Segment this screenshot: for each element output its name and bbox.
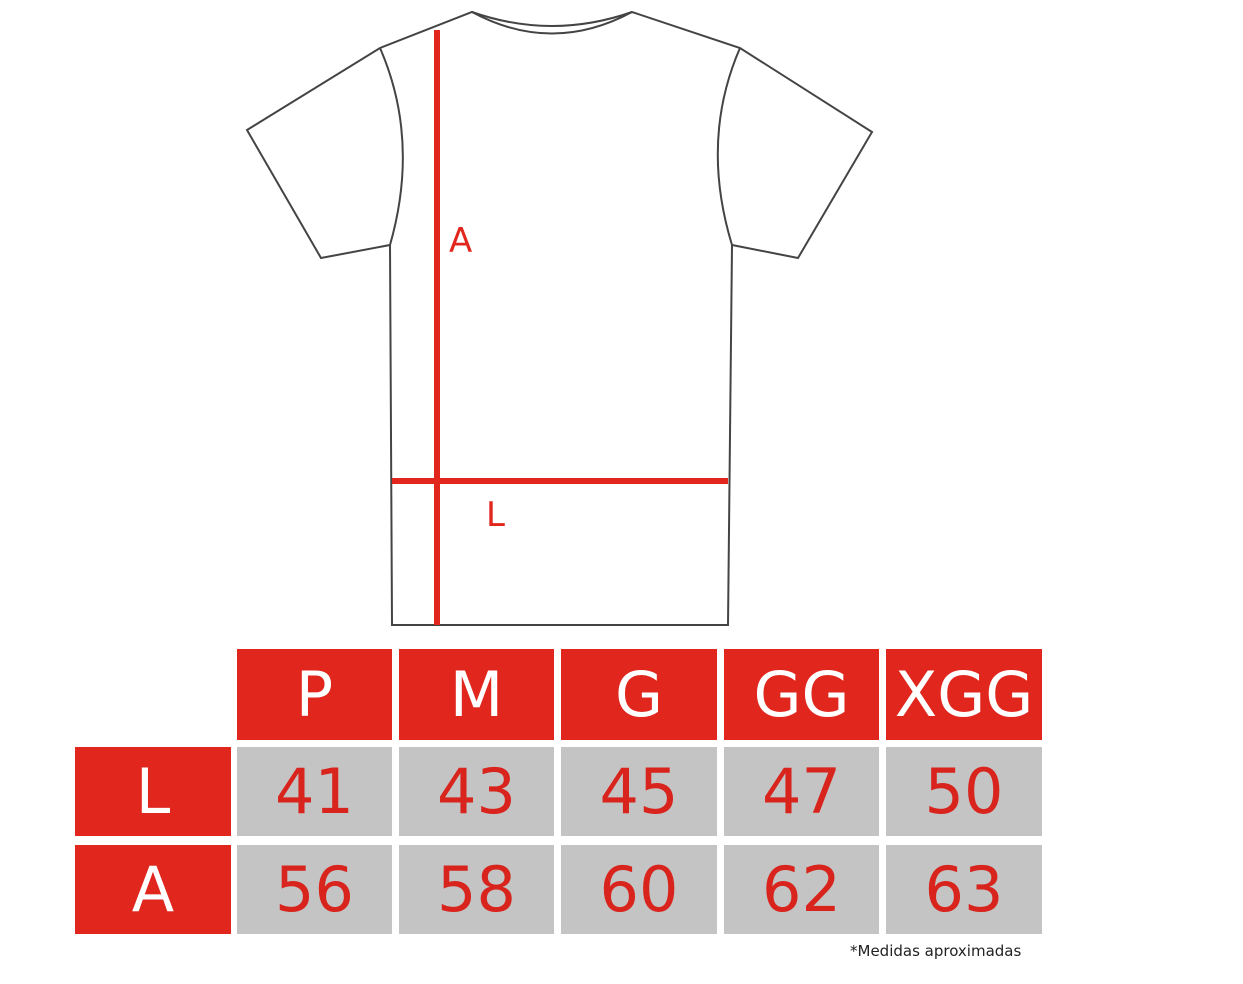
height-label: A (449, 221, 472, 261)
size-header-g: G (561, 649, 717, 740)
table-cell: 45 (561, 747, 717, 836)
size-header-gg: GG (724, 649, 879, 740)
table-cell: 58 (399, 845, 554, 934)
footnote: *Medidas aproximadas (850, 942, 1022, 960)
table-cell: 62 (724, 845, 879, 934)
size-header-xgg: XGG (886, 649, 1042, 740)
width-label: L (486, 495, 505, 535)
table-cell: 56 (237, 845, 392, 934)
table-cell: 43 (399, 747, 554, 836)
tshirt-diagram: A L (245, 10, 874, 626)
row-label-a: A (75, 845, 231, 934)
size-header-m: M (399, 649, 554, 740)
size-header-p: P (237, 649, 392, 740)
table-cell: 63 (886, 845, 1042, 934)
table-cell: 47 (724, 747, 879, 836)
table-cell: 60 (561, 845, 717, 934)
row-label-l: L (75, 747, 231, 836)
table-cell: 50 (886, 747, 1042, 836)
tshirt-outline (245, 10, 874, 626)
table-cell: 41 (237, 747, 392, 836)
